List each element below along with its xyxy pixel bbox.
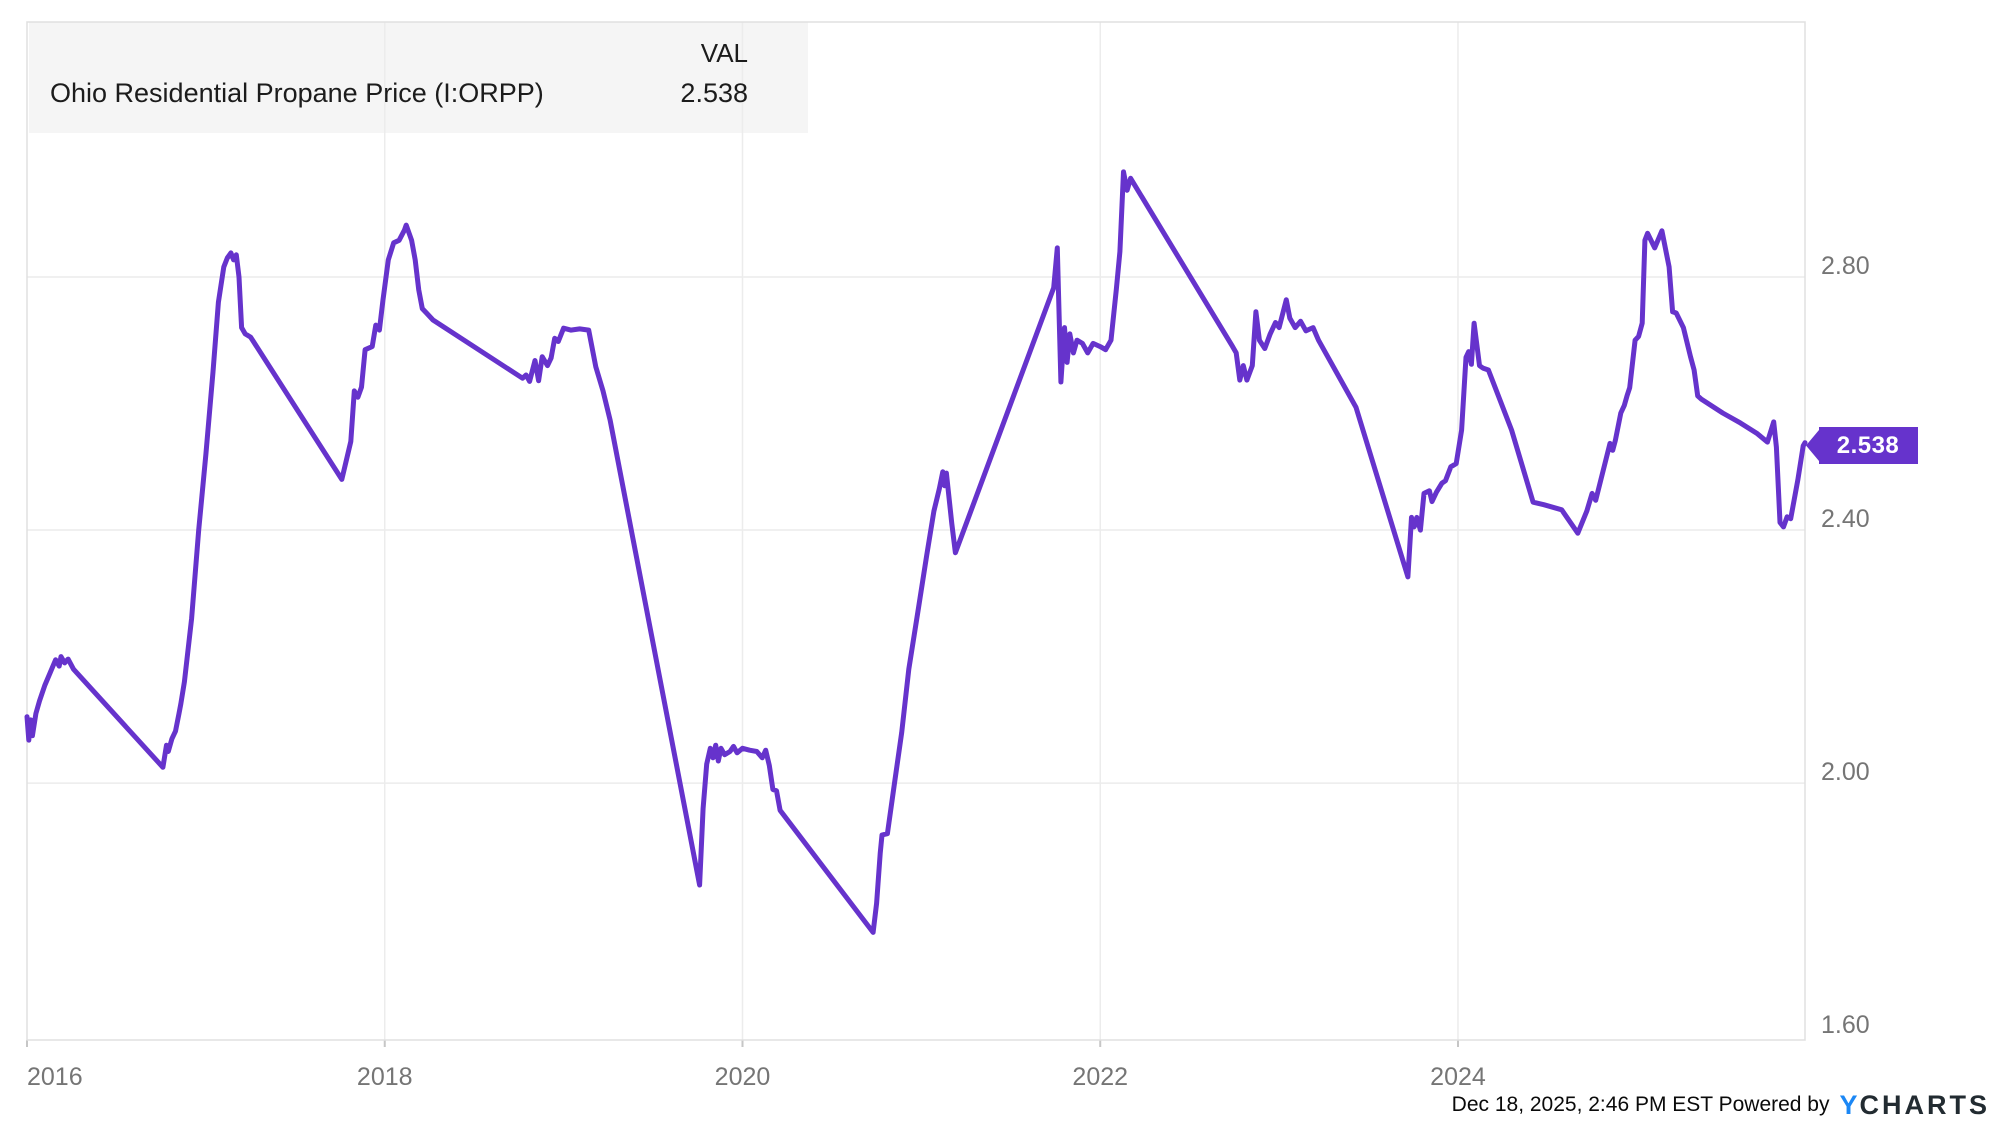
current-value-badge: 2.538 xyxy=(1806,427,1918,464)
x-axis-label: 2018 xyxy=(356,1063,413,1091)
ycharts-logo-y: Y xyxy=(1839,1089,1860,1120)
ycharts-logo-charts: CHARTS xyxy=(1859,1089,1990,1120)
y-axis-label: 1.60 xyxy=(1821,1011,1870,1040)
ycharts-logo: Y CHARTS xyxy=(1839,1090,1990,1121)
legend-box xyxy=(29,22,808,133)
plot-border xyxy=(26,21,1806,1041)
series-title: Ohio Residential Propane Price (I:ORPP) xyxy=(50,78,544,108)
x-axis-label: 2022 xyxy=(1072,1063,1129,1091)
x-axis-label: 2024 xyxy=(1430,1063,1486,1091)
current-value-badge-text: 2.538 xyxy=(1836,431,1900,459)
chart-footer: Dec 18, 2025, 2:46 PM EST Powered by Y C… xyxy=(1452,1088,1990,1122)
y-axis-label: 2.00 xyxy=(1821,758,1870,787)
x-axis-label: 2016 xyxy=(27,1063,83,1091)
price-line xyxy=(24,169,1808,935)
x-axis-label: 2020 xyxy=(714,1063,771,1091)
timestamp-text: Dec 18, 2025, 2:46 PM EST Powered by xyxy=(1451,1093,1830,1116)
series-current-value: 2.538 xyxy=(680,78,748,108)
y-axis-label: 2.40 xyxy=(1821,505,1870,534)
legend-column-header: VAL xyxy=(700,38,748,68)
y-axis-label: 2.80 xyxy=(1821,251,1870,280)
